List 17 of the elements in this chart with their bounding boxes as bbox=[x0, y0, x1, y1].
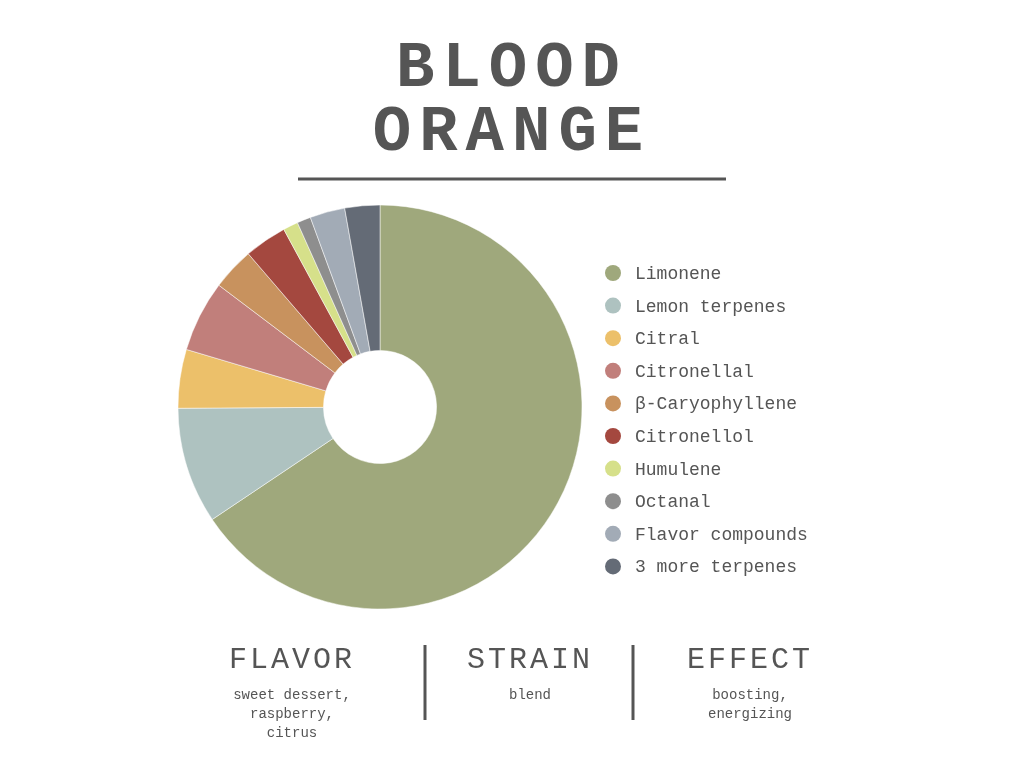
legend-label: Octanal bbox=[635, 492, 711, 513]
text: boosting, energizing bbox=[707, 687, 793, 722]
legend-label: Limonene bbox=[635, 264, 722, 284]
legend-label: Lemon terpenes bbox=[635, 296, 787, 317]
text: EFFECT bbox=[686, 643, 814, 677]
legend-label: Citronellol bbox=[635, 427, 754, 447]
text: blend bbox=[508, 687, 552, 703]
legend-label: Citral bbox=[635, 329, 700, 350]
legend-label: 3 more terpenes bbox=[635, 557, 798, 578]
chart-title: BLOOD ORANGE bbox=[372, 33, 652, 169]
legend-label: Citronellal bbox=[635, 361, 754, 382]
text: STRAIN bbox=[466, 643, 594, 677]
text: sweet dessert, raspberry, citrus bbox=[233, 687, 351, 741]
legend-label: Flavor compounds bbox=[635, 524, 808, 545]
text: FLAVOR bbox=[228, 643, 356, 677]
legend-label: β-Caryophyllene bbox=[635, 394, 798, 415]
legend-label: Humulene bbox=[635, 459, 722, 480]
